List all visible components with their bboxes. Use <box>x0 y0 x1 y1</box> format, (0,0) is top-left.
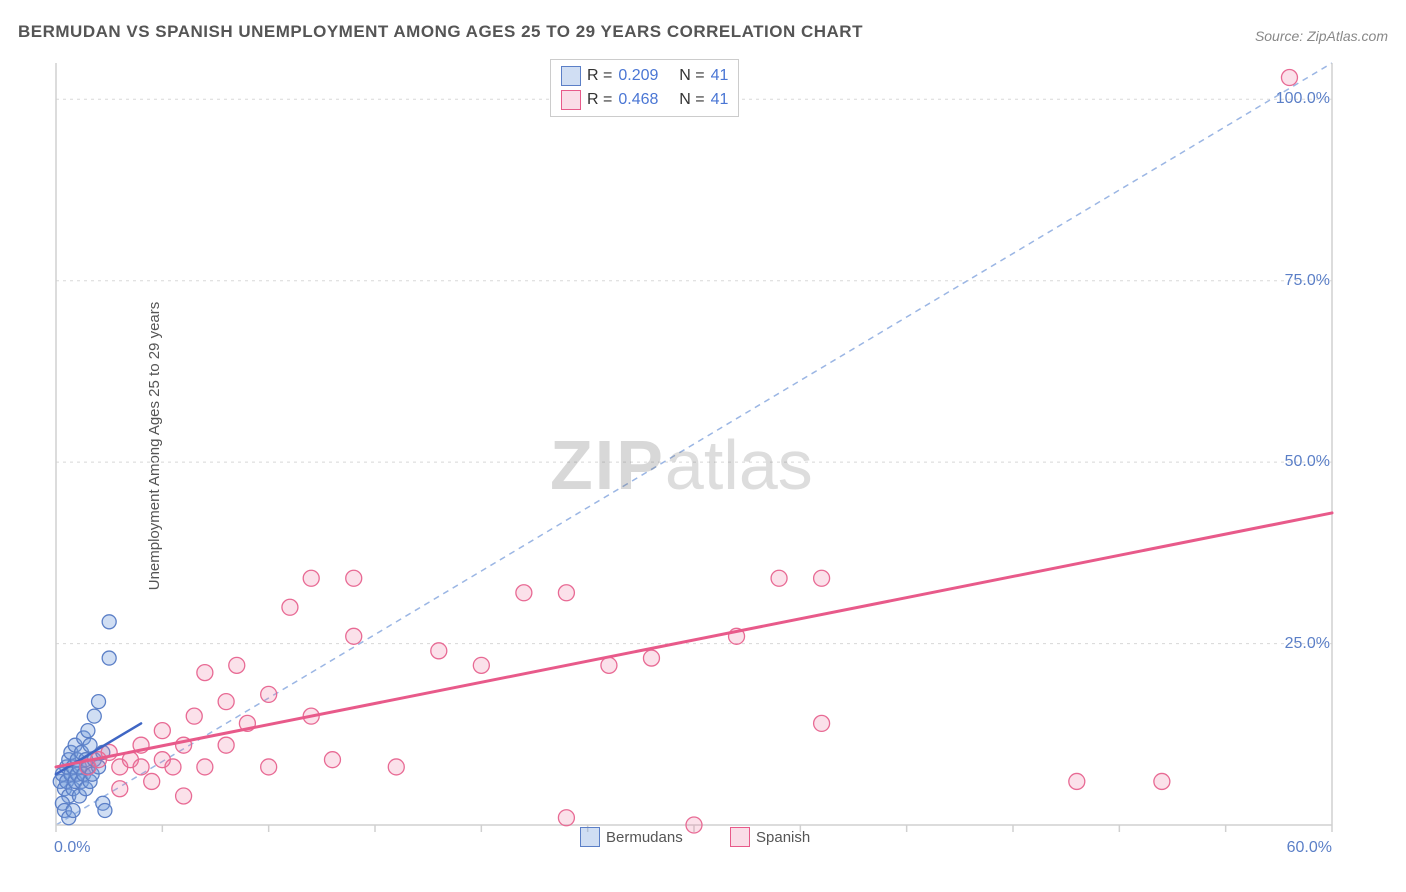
y-tick-label: 75.0% <box>1285 272 1330 290</box>
legend-label-spanish: Spanish <box>756 829 810 846</box>
x-tick-label: 60.0% <box>1287 839 1332 857</box>
info-row-bermudans: R = 0.209 N = 41 <box>561 64 728 88</box>
r-label: R = <box>587 67 612 85</box>
r-label: R = <box>587 91 612 109</box>
plot-area: ZIPatlas R = 0.209 N = 41 R = 0.468 N = … <box>50 55 1340 845</box>
n-value-bermudans: 41 <box>711 67 729 85</box>
chart-title: BERMUDAN VS SPANISH UNEMPLOYMENT AMONG A… <box>18 22 863 42</box>
swatch-spanish-icon <box>561 90 581 110</box>
scatter-chart <box>50 55 1340 845</box>
y-tick-label: 50.0% <box>1285 453 1330 471</box>
r-value-spanish: 0.468 <box>618 91 658 109</box>
legend-label-bermudans: Bermudans <box>606 829 683 846</box>
info-row-spanish: R = 0.468 N = 41 <box>561 88 728 112</box>
swatch-bermudans-icon <box>561 66 581 86</box>
n-label: N = <box>679 91 704 109</box>
y-tick-label: 25.0% <box>1285 635 1330 653</box>
legend-swatch-bermudans-icon <box>580 827 600 847</box>
x-tick-label: 0.0% <box>54 839 90 857</box>
source-attribution: Source: ZipAtlas.com <box>1255 28 1388 44</box>
legend-bermudans: Bermudans <box>580 827 683 847</box>
legend-spanish: Spanish <box>730 827 810 847</box>
y-tick-label: 100.0% <box>1276 90 1330 108</box>
legend-swatch-spanish-icon <box>730 827 750 847</box>
n-value-spanish: 41 <box>711 91 729 109</box>
n-label: N = <box>679 67 704 85</box>
r-value-bermudans: 0.209 <box>618 67 658 85</box>
correlation-info-box: R = 0.209 N = 41 R = 0.468 N = 41 <box>550 59 739 117</box>
